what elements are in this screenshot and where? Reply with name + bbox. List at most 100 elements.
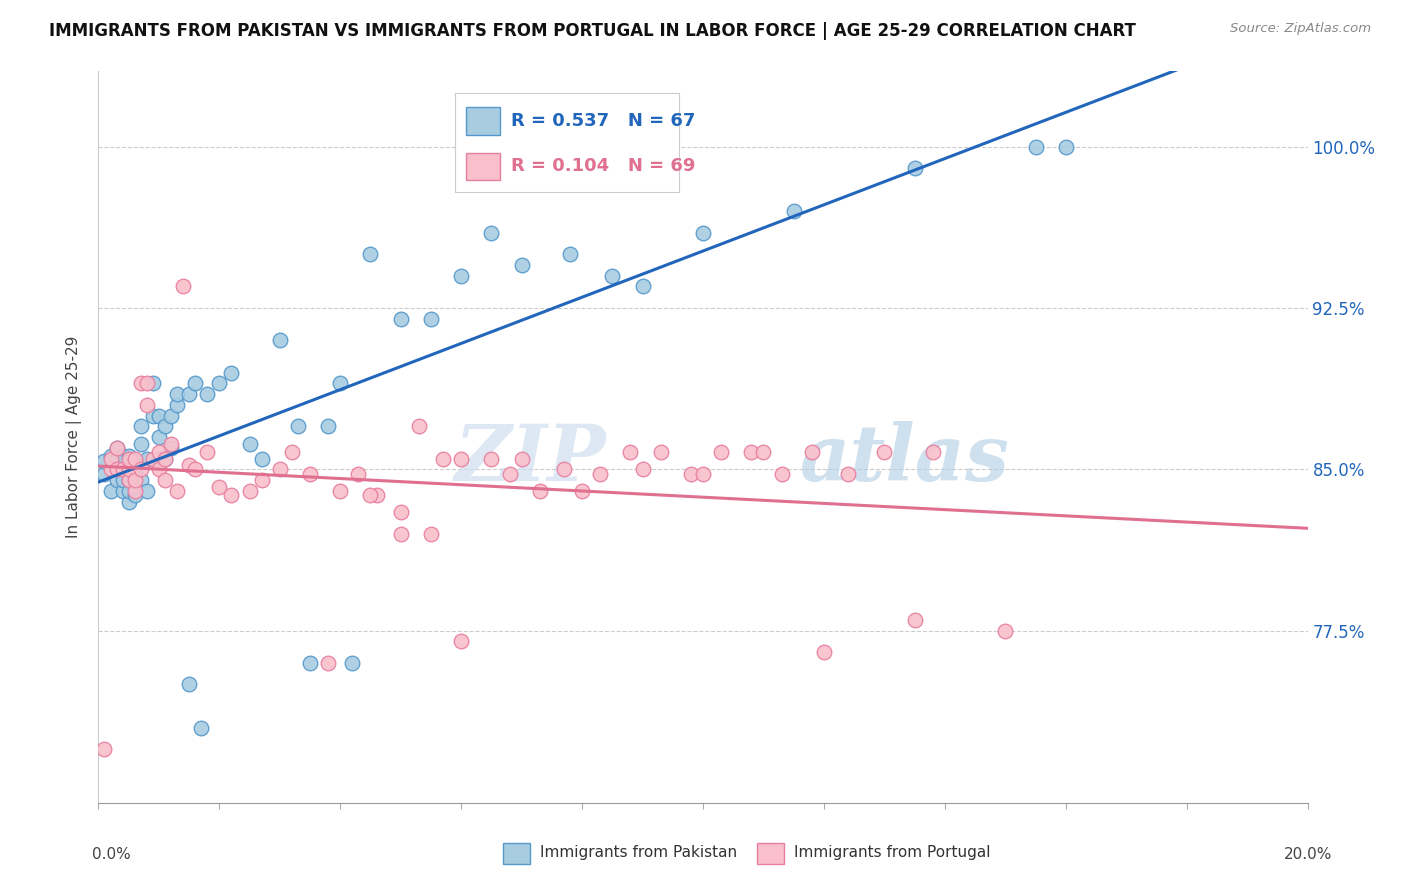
- Point: [153, 451, 176, 466]
- Point: [179, 677, 201, 691]
- Point: [481, 226, 503, 240]
- Point: [589, 467, 612, 481]
- Point: [239, 436, 262, 450]
- Point: [184, 462, 207, 476]
- Point: [148, 430, 170, 444]
- Point: [631, 462, 654, 476]
- Point: [111, 450, 134, 464]
- Text: atlas: atlas: [800, 421, 1010, 497]
- Point: [129, 462, 152, 476]
- Point: [679, 467, 702, 481]
- Point: [118, 450, 141, 464]
- Point: [329, 376, 352, 391]
- Point: [692, 467, 714, 481]
- Point: [420, 527, 443, 541]
- Point: [347, 467, 370, 481]
- Point: [239, 483, 262, 498]
- Point: [135, 376, 157, 391]
- Point: [450, 634, 472, 648]
- Point: [558, 247, 581, 261]
- Point: [160, 441, 183, 455]
- Point: [190, 721, 212, 735]
- Point: [105, 451, 128, 466]
- Point: [135, 451, 157, 466]
- Point: [299, 467, 322, 481]
- Point: [740, 445, 762, 459]
- Point: [316, 656, 339, 670]
- Point: [783, 204, 806, 219]
- Point: [148, 462, 170, 476]
- Point: [269, 462, 291, 476]
- Point: [166, 483, 188, 498]
- Point: [710, 445, 733, 459]
- Point: [124, 473, 146, 487]
- Point: [389, 527, 412, 541]
- Point: [921, 445, 943, 459]
- Point: [135, 483, 157, 498]
- Point: [105, 462, 128, 476]
- Point: [118, 473, 141, 487]
- Point: [329, 483, 352, 498]
- Point: [366, 488, 388, 502]
- Text: Immigrants from Portugal: Immigrants from Portugal: [793, 845, 990, 860]
- Text: 0.0%: 0.0%: [93, 847, 131, 862]
- Point: [510, 451, 533, 466]
- Point: [287, 419, 309, 434]
- Point: [129, 473, 152, 487]
- Point: [692, 226, 714, 240]
- Point: [316, 419, 339, 434]
- Point: [111, 483, 134, 498]
- Point: [800, 445, 823, 459]
- Point: [142, 409, 165, 423]
- Point: [498, 467, 520, 481]
- Point: [111, 473, 134, 487]
- Point: [873, 445, 896, 459]
- Point: [619, 445, 641, 459]
- Point: [650, 445, 672, 459]
- Point: [105, 441, 128, 455]
- Point: [195, 445, 218, 459]
- Point: [904, 613, 927, 627]
- Point: [221, 488, 243, 502]
- Point: [172, 279, 194, 293]
- Point: [135, 398, 157, 412]
- Point: [994, 624, 1017, 638]
- Point: [118, 494, 141, 508]
- Point: [408, 419, 430, 434]
- Point: [269, 333, 291, 347]
- Point: [299, 656, 322, 670]
- Point: [153, 419, 176, 434]
- Point: [118, 458, 141, 472]
- Point: [118, 462, 141, 476]
- Point: [571, 483, 593, 498]
- Point: [129, 376, 152, 391]
- Point: [250, 451, 273, 466]
- Point: [179, 387, 201, 401]
- Point: [221, 366, 243, 380]
- Text: Immigrants from Pakistan: Immigrants from Pakistan: [540, 845, 737, 860]
- Point: [529, 483, 551, 498]
- Point: [904, 161, 927, 176]
- Point: [208, 479, 231, 493]
- Point: [602, 268, 624, 283]
- Point: [208, 376, 231, 391]
- Point: [360, 488, 382, 502]
- Point: [360, 247, 382, 261]
- FancyBboxPatch shape: [758, 843, 785, 863]
- Point: [111, 462, 134, 476]
- Point: [770, 467, 793, 481]
- Point: [342, 656, 364, 670]
- Point: [166, 387, 188, 401]
- Point: [93, 742, 115, 756]
- Point: [813, 645, 835, 659]
- Point: [281, 445, 304, 459]
- FancyBboxPatch shape: [503, 843, 530, 863]
- Point: [124, 479, 146, 493]
- Point: [160, 409, 183, 423]
- Text: 20.0%: 20.0%: [1284, 847, 1331, 862]
- Point: [420, 311, 443, 326]
- Point: [752, 445, 775, 459]
- Point: [1024, 139, 1046, 153]
- Point: [142, 376, 165, 391]
- Point: [118, 473, 141, 487]
